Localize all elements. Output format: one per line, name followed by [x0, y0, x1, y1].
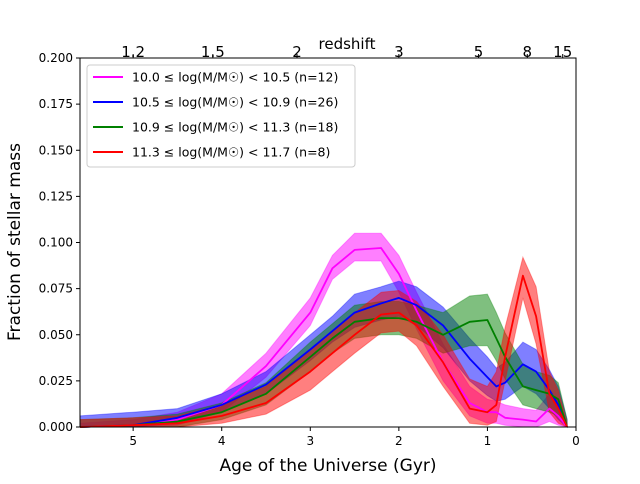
series-3-line — [79, 274, 568, 428]
y-tick-label: 0.125 — [39, 189, 73, 203]
y-tick-label: 0.000 — [39, 420, 73, 434]
top-tick-label: 15 — [553, 43, 572, 61]
x-tick-label: 5 — [129, 434, 137, 448]
series-2-line — [79, 317, 568, 428]
top-tick-label: 8 — [523, 43, 533, 61]
x-tick-label: 2 — [395, 434, 403, 448]
series-1-line — [79, 296, 568, 428]
y-tick-label: 0.175 — [39, 97, 73, 111]
x-axis: 5 4 3 2 1 0 — [129, 427, 580, 448]
lines-layer — [79, 247, 568, 428]
y-axis-label: Fraction of stellar mass — [5, 143, 25, 341]
x-tick-label: 1 — [484, 434, 492, 448]
legend-box — [86, 64, 356, 168]
x-axis-label: Age of the Universe (Gyr) — [219, 456, 436, 476]
top-tick-label: 1.5 — [201, 43, 225, 61]
legend-label: 11.3 ≤ log(M/M☉) < 11.7 (n=8) — [132, 145, 330, 160]
top-tick-label: 1.2 — [121, 43, 145, 61]
x-tick-label: 4 — [218, 434, 226, 448]
top-axis: 1.2 1.5 2 3 5 8 15 — [121, 43, 572, 61]
x-tick-label: 3 — [306, 434, 314, 448]
y-tick-label: 0.200 — [39, 51, 73, 65]
y-tick-label: 0.150 — [39, 143, 73, 157]
y-tick-label: 0.075 — [39, 282, 73, 296]
series-0-line — [79, 247, 568, 428]
bands-layer — [79, 232, 568, 429]
top-tick-label: 2 — [292, 43, 302, 61]
legend-label: 10.0 ≤ log(M/M☉) < 10.5 (n=12) — [132, 70, 338, 85]
legend-label: 10.5 ≤ log(M/M☉) < 10.9 (n=26) — [132, 95, 338, 110]
x-tick-label: 0 — [572, 434, 580, 448]
y-tick-label: 0.025 — [39, 374, 73, 388]
top-tick-label: 3 — [394, 43, 404, 61]
legend: 10.0 ≤ log(M/M☉) < 10.5 (n=12) 10.5 ≤ log… — [86, 64, 356, 168]
y-tick-label: 0.100 — [39, 236, 73, 250]
top-tick-label: 5 — [474, 43, 484, 61]
top-axis-label: redshift — [319, 35, 376, 53]
y-tick-label: 0.050 — [39, 328, 73, 342]
legend-label: 10.9 ≤ log(M/M☉) < 11.3 (n=18) — [132, 120, 338, 135]
y-axis: 0.000 0.025 0.050 0.075 0.100 0.125 0.150 0.175… — [39, 51, 80, 434]
